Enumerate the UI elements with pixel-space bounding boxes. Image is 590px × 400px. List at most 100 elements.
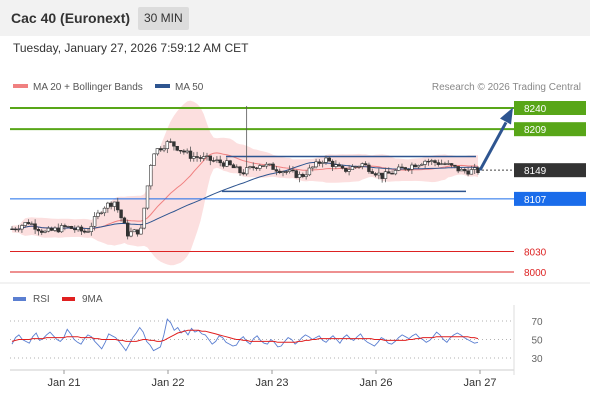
candle-body xyxy=(17,229,20,230)
rsi-layer: 705030 xyxy=(10,317,543,365)
candle-body xyxy=(454,165,457,166)
ma20-legend-swatch xyxy=(13,84,28,88)
candle-body xyxy=(394,170,397,174)
rsi-legend-swatch xyxy=(13,297,26,301)
candle-body xyxy=(186,151,189,152)
rsi-level-label: 50 xyxy=(531,336,543,347)
candle-body xyxy=(239,167,242,173)
candle-body xyxy=(374,174,377,176)
x-tick-label: Jan 22 xyxy=(151,377,184,389)
x-tick-label: Jan 26 xyxy=(359,377,392,389)
candle-body xyxy=(450,164,453,166)
candle-body xyxy=(434,161,437,163)
candle-body xyxy=(30,224,33,225)
candle-body xyxy=(351,167,354,170)
candle-body xyxy=(255,168,258,169)
candle-body xyxy=(275,170,278,172)
candle-body xyxy=(344,168,347,171)
candle xyxy=(153,153,156,165)
candle-body xyxy=(202,157,205,159)
ma50-legend-label: MA 50 xyxy=(175,82,204,93)
candle-body xyxy=(391,173,394,174)
candle xyxy=(70,226,73,229)
candle-body xyxy=(311,167,314,168)
candle-body xyxy=(387,172,390,174)
price-layer: 824082098149810780308000 xyxy=(10,101,586,279)
candle-body xyxy=(11,229,14,230)
candle-body xyxy=(371,172,374,174)
candle-body xyxy=(404,168,407,170)
candle-body xyxy=(259,166,262,169)
candle-body xyxy=(163,149,166,150)
candle-body xyxy=(262,166,265,167)
candle-body xyxy=(77,227,80,230)
current-price-label: 8149 xyxy=(524,166,547,177)
candle-body xyxy=(166,142,169,149)
candle xyxy=(295,170,298,179)
candle-body xyxy=(179,150,182,151)
candle-body xyxy=(173,142,176,147)
candle-body xyxy=(97,213,100,217)
candle-body xyxy=(153,154,156,166)
candle-body xyxy=(130,232,133,236)
candle-body xyxy=(113,202,116,207)
candle-body xyxy=(196,157,199,158)
candle-body xyxy=(473,168,476,170)
candle-body xyxy=(282,172,285,173)
candle-body xyxy=(50,228,53,230)
candle-body xyxy=(414,165,417,167)
candle-body xyxy=(216,160,219,161)
forecast-arrow-head xyxy=(500,107,513,124)
candle-body xyxy=(477,168,480,173)
x-tick-label: Jan 27 xyxy=(463,377,496,389)
candle-body xyxy=(348,170,351,172)
candle-body xyxy=(437,163,440,165)
ma50-legend-swatch xyxy=(155,84,170,88)
candle-body xyxy=(83,231,86,232)
candle-body xyxy=(192,157,195,159)
candle-body xyxy=(242,173,245,174)
candle-body xyxy=(457,166,460,171)
candle-body xyxy=(338,165,341,167)
candle-body xyxy=(411,165,414,169)
candle-body xyxy=(295,171,298,178)
candle-body xyxy=(397,167,400,170)
copyright-text: Research © 2026 Trading Central xyxy=(432,82,581,93)
candle-body xyxy=(146,186,149,208)
candle-body xyxy=(235,167,238,168)
candle-body xyxy=(212,161,215,162)
candle-body xyxy=(90,226,93,231)
candle-body xyxy=(424,161,427,164)
ma9-legend-swatch xyxy=(62,297,75,301)
candle xyxy=(381,173,384,183)
candle-body xyxy=(430,161,433,162)
candle-body xyxy=(354,167,357,168)
candle-body xyxy=(67,226,70,227)
candle-body xyxy=(106,203,109,208)
x-axis: Jan 21 Jan 22 Jan 23 Jan 26 Jan 27 xyxy=(47,370,496,389)
candle-body xyxy=(407,169,410,170)
candle-body xyxy=(54,228,57,230)
candle-body xyxy=(199,158,202,159)
rsi-ma9-line xyxy=(12,330,478,342)
candle-body xyxy=(159,149,162,151)
candle-body xyxy=(14,229,17,230)
candle-body xyxy=(229,161,232,165)
candle-body xyxy=(44,231,47,232)
candle-body xyxy=(447,164,450,165)
rsi-level-label: 30 xyxy=(531,354,543,365)
candle-body xyxy=(361,164,364,167)
candle-body xyxy=(318,162,321,164)
candle-body xyxy=(368,165,371,172)
candle-body xyxy=(288,170,291,172)
candle-body xyxy=(460,169,463,171)
candle-body xyxy=(325,158,328,162)
support-label: 8000 xyxy=(524,268,547,279)
candle-body xyxy=(34,224,37,230)
candle-body xyxy=(116,202,119,210)
candle-body xyxy=(305,175,308,177)
candle-body xyxy=(268,164,271,165)
candle-body xyxy=(149,165,152,186)
candle-body xyxy=(27,222,30,224)
candle-body xyxy=(331,161,334,166)
